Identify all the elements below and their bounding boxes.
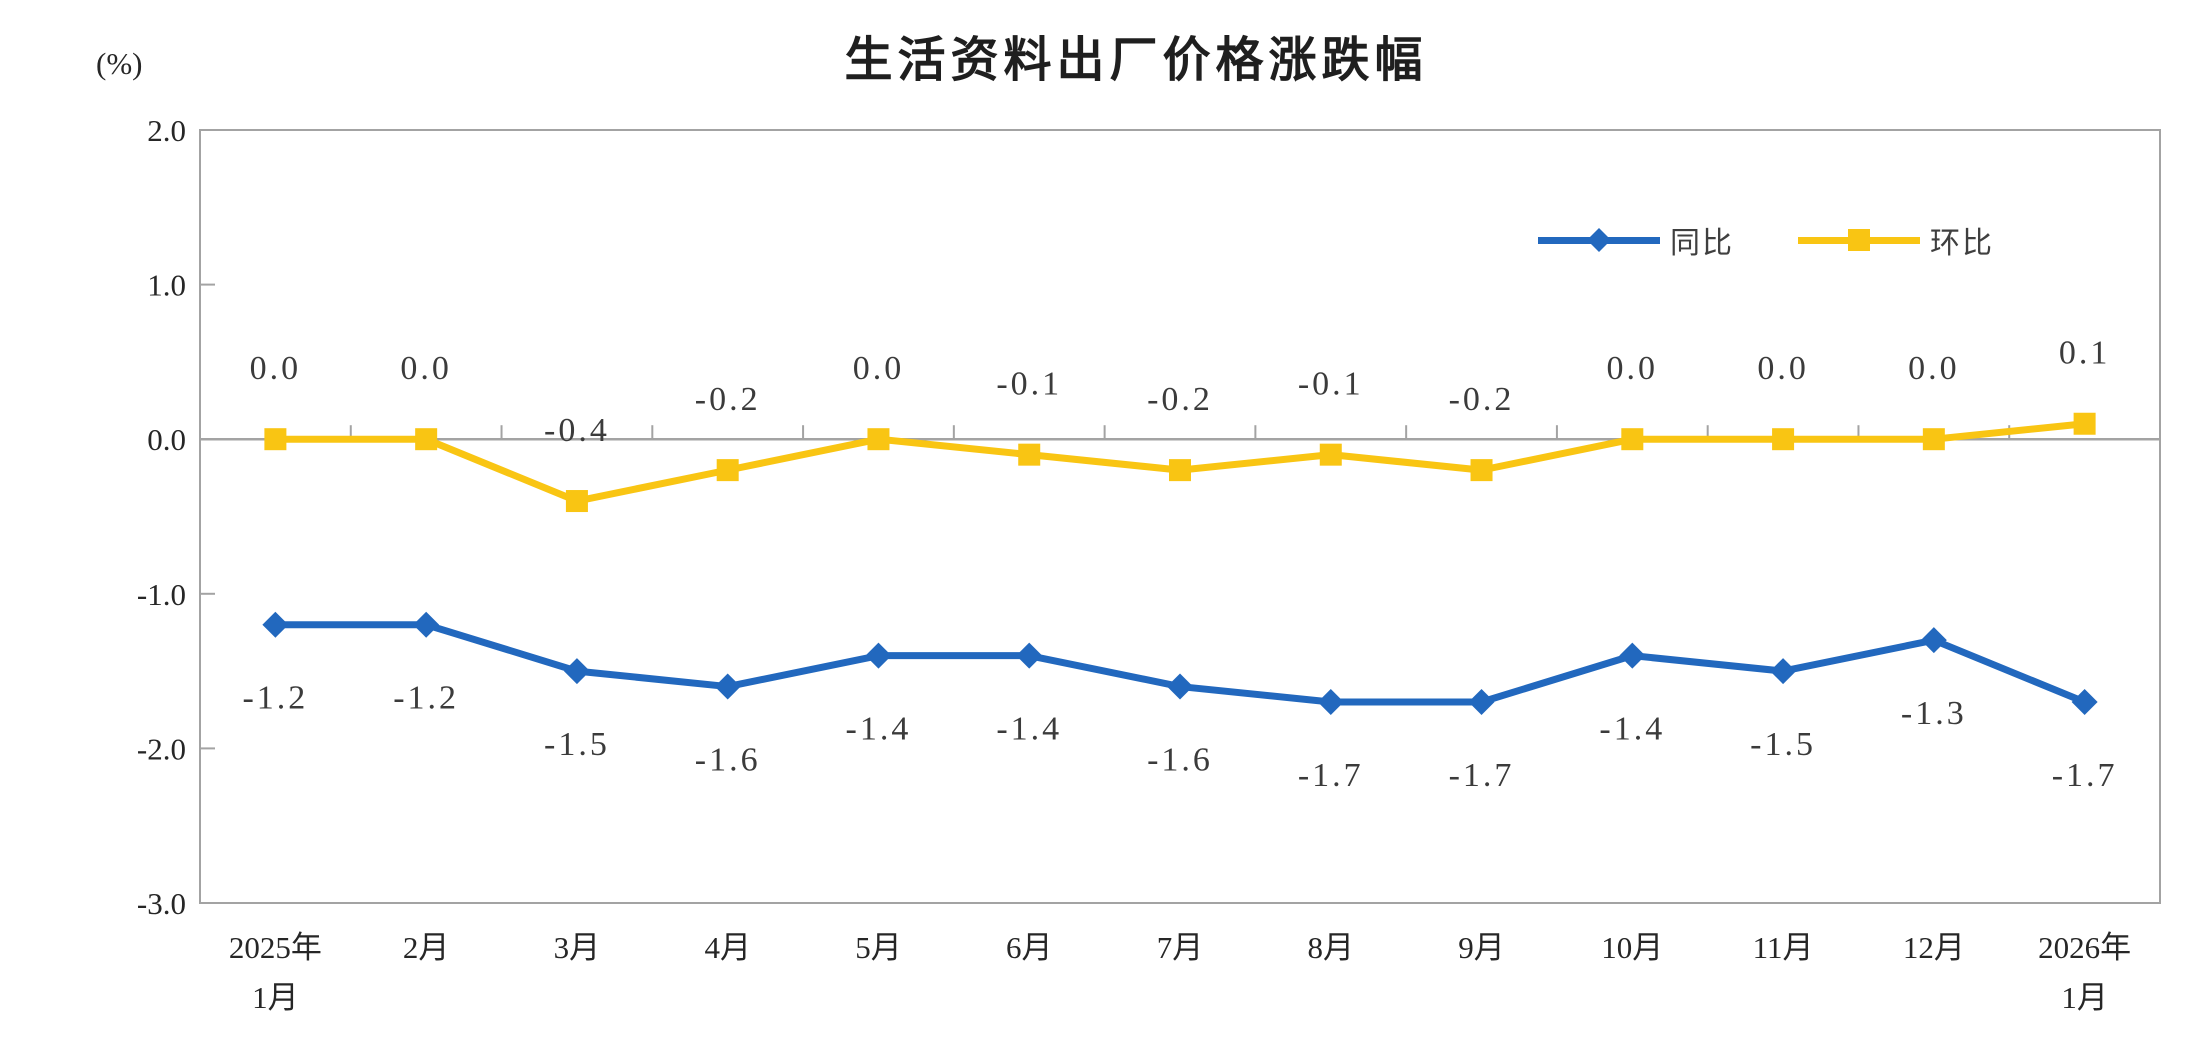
- x-tick-label: 1月: [2061, 980, 2108, 1015]
- legend-label-yoy: 同比: [1670, 227, 1734, 260]
- plot-border: [199, 129, 2161, 904]
- series-marker-mom: [1169, 459, 1191, 482]
- data-label-yoy: -1.6: [1147, 742, 1213, 779]
- series-marker-yoy: [413, 611, 440, 638]
- series-marker-mom: [1319, 443, 1342, 466]
- y-tick-label: -3.0: [137, 886, 186, 921]
- y-tick-label: 0.0: [147, 422, 186, 457]
- x-tick-label: 2月: [403, 930, 450, 965]
- series-marker-mom: [565, 490, 588, 513]
- series-marker-mom: [1922, 428, 1945, 451]
- x-tick-label: 2025年: [229, 930, 322, 965]
- data-label-yoy: -1.5: [1750, 726, 1816, 763]
- legend-item-yoy: 同比: [1538, 218, 1734, 262]
- data-label-mom: 0.0: [250, 350, 302, 387]
- data-label-mom: -0.2: [1147, 381, 1213, 418]
- y-axis-unit-label: (%): [96, 46, 143, 81]
- x-tick-label: 8月: [1308, 930, 1355, 965]
- x-tick-label: 10月: [1601, 930, 1663, 965]
- data-label-yoy: -1.7: [2052, 757, 2118, 794]
- data-label-yoy: -1.7: [1298, 757, 1364, 794]
- data-label-mom: -0.1: [1298, 366, 1364, 403]
- mom-square-marker-icon: [1848, 229, 1870, 251]
- series-marker-mom: [1772, 428, 1795, 451]
- series-marker-mom: [716, 459, 739, 482]
- series-marker-yoy: [714, 673, 741, 700]
- data-label-yoy: -1.4: [846, 711, 912, 748]
- data-label-mom: 0.0: [1908, 350, 1960, 387]
- legend-item-mom: 环比: [1798, 218, 1994, 262]
- series-marker-yoy: [1619, 642, 1646, 669]
- x-tick-label: 6月: [1006, 930, 1053, 965]
- data-label-yoy: -1.2: [242, 680, 308, 717]
- series-marker-yoy: [1468, 689, 1495, 716]
- series-marker-yoy: [1016, 642, 1043, 669]
- x-tick-label: 4月: [704, 930, 751, 965]
- series-marker-yoy: [1317, 689, 1344, 716]
- legend-swatch-mom: [1798, 223, 1920, 257]
- y-tick-label: -1.0: [137, 577, 186, 612]
- x-tick-label: 3月: [554, 930, 601, 965]
- data-label-yoy: -1.5: [544, 726, 610, 763]
- series-marker-yoy: [563, 658, 590, 685]
- series-marker-yoy: [2071, 689, 2098, 716]
- series-marker-mom: [264, 428, 287, 451]
- legend: 同比 环比: [1538, 218, 1994, 262]
- series-marker-yoy: [1167, 673, 1193, 700]
- yoy-diamond-marker-icon: [1586, 227, 1612, 253]
- series-marker-yoy: [262, 611, 289, 638]
- y-tick-label: 2.0: [147, 113, 186, 148]
- chart-title: 生活资料出厂价格涨跌幅: [844, 34, 1428, 87]
- x-tick-label: 1月: [252, 980, 299, 1015]
- series-marker-yoy: [1770, 658, 1797, 685]
- series-marker-mom: [2073, 412, 2096, 435]
- data-label-mom: 0.1: [2059, 335, 2111, 372]
- x-tick-label: 9月: [1458, 930, 1505, 965]
- series-marker-yoy: [1920, 627, 1947, 654]
- series-marker-mom: [1470, 459, 1493, 482]
- y-tick-label: 1.0: [147, 268, 186, 303]
- data-label-mom: 0.0: [1607, 350, 1659, 387]
- series-marker-mom: [1621, 428, 1644, 451]
- data-label-mom: 0.0: [400, 350, 452, 387]
- legend-label-mom: 环比: [1930, 227, 1994, 260]
- x-tick-label: 12月: [1903, 930, 1965, 965]
- data-label-mom: -0.4: [544, 412, 610, 449]
- series-marker-yoy: [865, 642, 892, 669]
- data-label-mom: 0.0: [853, 350, 905, 387]
- data-label-mom: -0.1: [996, 366, 1062, 403]
- data-label-mom: -0.2: [1449, 381, 1515, 418]
- x-tick-label: 5月: [855, 930, 902, 965]
- data-label-yoy: -1.6: [695, 742, 761, 779]
- x-tick-label: 2026年: [2038, 930, 2131, 965]
- data-label-yoy: -1.3: [1901, 695, 1967, 732]
- series-marker-mom: [415, 428, 438, 451]
- x-tick-label: 7月: [1157, 930, 1204, 965]
- data-label-yoy: -1.7: [1449, 757, 1515, 794]
- data-label-mom: -0.2: [695, 381, 761, 418]
- data-label-yoy: -1.4: [1599, 711, 1665, 748]
- x-tick-label: 11月: [1753, 930, 1814, 965]
- legend-swatch-yoy: [1538, 223, 1660, 257]
- series-marker-mom: [867, 428, 890, 451]
- y-tick-label: -2.0: [137, 731, 186, 766]
- data-label-mom: 0.0: [1757, 350, 1809, 387]
- series-marker-mom: [1018, 443, 1041, 466]
- data-label-yoy: -1.2: [393, 680, 459, 717]
- data-label-yoy: -1.4: [996, 711, 1062, 748]
